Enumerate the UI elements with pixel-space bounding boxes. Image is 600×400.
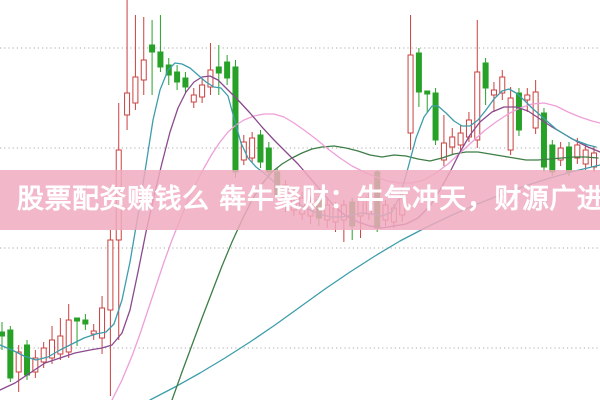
candle-body-up <box>65 319 72 353</box>
candle-body-up <box>574 144 581 159</box>
candle-body-up <box>249 137 256 159</box>
candle-body-down <box>174 71 181 83</box>
candle-body-up <box>532 91 539 129</box>
candle-body-down <box>265 147 272 173</box>
candle-body-down <box>232 66 239 173</box>
candle-body-down <box>0 331 5 337</box>
candle-body-down <box>540 112 547 168</box>
candle-body-up <box>557 147 564 161</box>
candle-body-up <box>207 69 214 88</box>
candle-body-down <box>565 146 572 173</box>
candle-body-up <box>49 339 56 359</box>
candle-body-up <box>124 92 131 116</box>
candle-body-down <box>515 92 522 131</box>
candle-body-down <box>215 66 222 74</box>
candle-body-up <box>474 71 481 141</box>
candle-body-up <box>457 132 464 146</box>
ma-long-green-line <box>171 145 599 400</box>
candle-body-down <box>415 52 422 93</box>
candle-body-down <box>7 329 14 379</box>
candle-body-up <box>199 84 206 98</box>
candle-body-up <box>490 89 497 96</box>
candle-body-up <box>99 307 106 339</box>
candle-body-down <box>224 61 231 79</box>
candle-body-up <box>440 142 447 161</box>
candle-body-up <box>132 76 139 104</box>
candle-body-down <box>182 77 189 88</box>
candle-body-down <box>432 92 439 141</box>
candle-body-down <box>74 317 81 322</box>
candle-body-up <box>107 239 114 311</box>
candle-body-up <box>32 357 39 373</box>
candle-body-up <box>40 347 47 363</box>
candle-body-up <box>190 94 197 103</box>
ma-mid-magenta-line <box>0 75 600 391</box>
candle-body-down <box>424 90 431 95</box>
candle-body-down <box>482 62 489 89</box>
candle-body-up <box>449 136 456 148</box>
candle-body-down <box>82 319 89 325</box>
candle-body-up <box>140 59 147 81</box>
candle-body-up <box>57 335 64 355</box>
promo-banner-text: 股票配资赚钱么 犇牛聚财：牛气冲天，财源广进！ <box>17 184 600 215</box>
candle-body-down <box>149 44 156 53</box>
candle-body-down <box>257 134 264 163</box>
candle-body-down <box>157 51 164 68</box>
candle-body-up <box>407 54 414 134</box>
promo-banner-overlay: 股票配资赚钱么 犇牛聚财：牛气冲天，财源广进！ <box>0 170 600 230</box>
candle-body-up <box>240 141 247 161</box>
candle-body-up <box>590 152 597 168</box>
candle-body-up <box>15 351 22 373</box>
candle-body-down <box>24 344 31 376</box>
candle-body-up <box>524 94 531 101</box>
candle-body-up <box>499 76 506 94</box>
candle-body-up <box>90 330 97 335</box>
candle-body-up <box>507 97 514 151</box>
